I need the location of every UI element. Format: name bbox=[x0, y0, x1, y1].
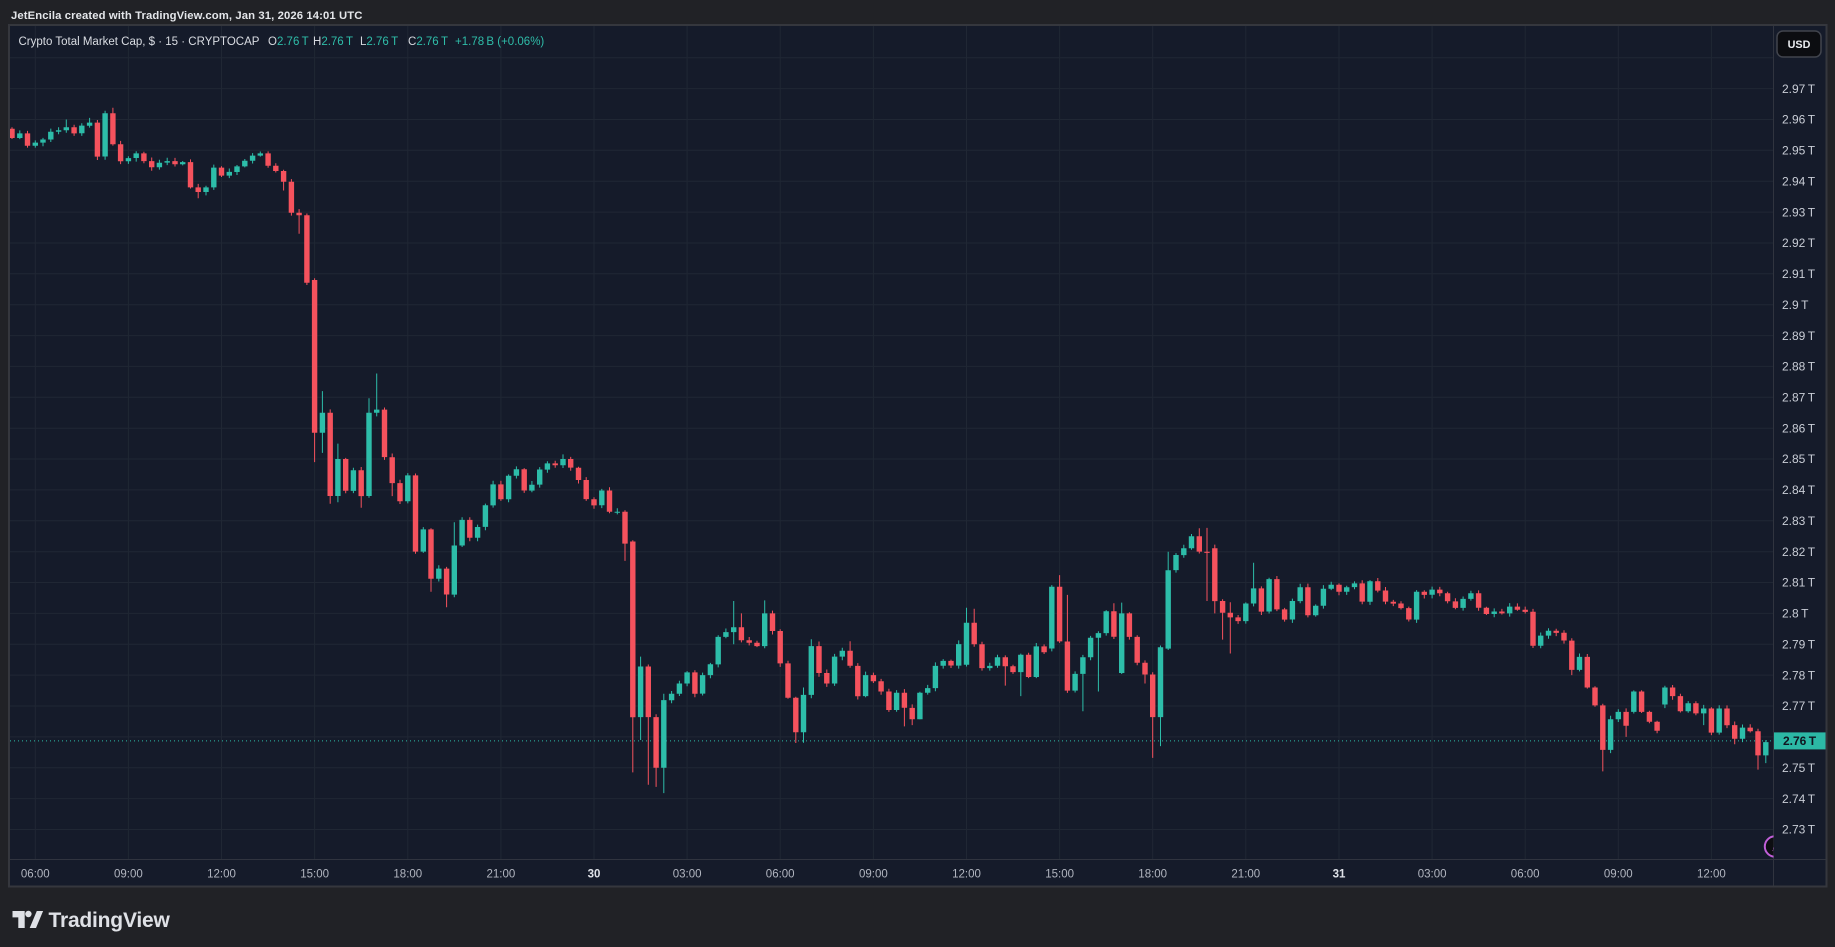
svg-text:JetEncila created with Trading: JetEncila created with TradingView.com, … bbox=[11, 10, 363, 22]
svg-text:09:00: 09:00 bbox=[114, 869, 143, 881]
svg-text:2.77 T: 2.77 T bbox=[1782, 699, 1816, 713]
svg-text:06:00: 06:00 bbox=[21, 869, 50, 881]
svg-text:06:00: 06:00 bbox=[766, 869, 795, 881]
svg-text:2.79 T: 2.79 T bbox=[1782, 638, 1816, 652]
svg-text:03:00: 03:00 bbox=[673, 869, 702, 881]
svg-text:15:00: 15:00 bbox=[1045, 869, 1074, 881]
svg-text:31: 31 bbox=[1333, 869, 1346, 881]
svg-text:2.91 T: 2.91 T bbox=[1782, 267, 1816, 281]
svg-text:2.87 T: 2.87 T bbox=[1782, 391, 1816, 405]
svg-text:2.89 T: 2.89 T bbox=[1782, 329, 1816, 343]
svg-text:21:00: 21:00 bbox=[487, 869, 516, 881]
svg-text:12:00: 12:00 bbox=[1697, 869, 1726, 881]
svg-text:30: 30 bbox=[588, 869, 601, 881]
svg-text:2.88 T: 2.88 T bbox=[1782, 360, 1816, 374]
svg-text:2.94 T: 2.94 T bbox=[1782, 174, 1816, 188]
svg-text:18:00: 18:00 bbox=[1138, 869, 1167, 881]
svg-text:09:00: 09:00 bbox=[1604, 869, 1633, 881]
svg-text:2.73 T: 2.73 T bbox=[1782, 823, 1816, 837]
svg-text:2.82 T: 2.82 T bbox=[1782, 545, 1816, 559]
svg-text:03:00: 03:00 bbox=[1418, 869, 1447, 881]
svg-text:2.9 T: 2.9 T bbox=[1782, 298, 1809, 312]
svg-text:USD: USD bbox=[1788, 39, 1811, 51]
svg-text:09:00: 09:00 bbox=[859, 869, 888, 881]
svg-text:⌕: ⌕ bbox=[1772, 843, 1778, 854]
svg-text:18:00: 18:00 bbox=[393, 869, 422, 881]
svg-text:2.92 T: 2.92 T bbox=[1782, 236, 1816, 250]
svg-text:2.75 T: 2.75 T bbox=[1782, 761, 1816, 775]
svg-text:2.95 T: 2.95 T bbox=[1782, 144, 1816, 158]
svg-text:2.93 T: 2.93 T bbox=[1782, 205, 1816, 219]
svg-text:2.86 T: 2.86 T bbox=[1782, 421, 1816, 435]
svg-text:Crypto Total Market Cap, $ · 1: Crypto Total Market Cap, $ · 15 · CRYPTO… bbox=[19, 36, 545, 48]
svg-text:06:00: 06:00 bbox=[1511, 869, 1540, 881]
svg-text:TradingView: TradingView bbox=[49, 909, 171, 932]
svg-text:2.8 T: 2.8 T bbox=[1782, 607, 1809, 621]
svg-text:2.76 T: 2.76 T bbox=[1783, 734, 1817, 748]
svg-text:12:00: 12:00 bbox=[207, 869, 236, 881]
svg-text:21:00: 21:00 bbox=[1231, 869, 1260, 881]
svg-text:2.97 T: 2.97 T bbox=[1782, 82, 1816, 96]
svg-text:2.85 T: 2.85 T bbox=[1782, 452, 1816, 466]
svg-text:2.84 T: 2.84 T bbox=[1782, 483, 1816, 497]
svg-text:2.81 T: 2.81 T bbox=[1782, 576, 1816, 590]
svg-text:15:00: 15:00 bbox=[300, 869, 329, 881]
svg-text:2.96 T: 2.96 T bbox=[1782, 113, 1816, 127]
svg-text:2.78 T: 2.78 T bbox=[1782, 668, 1816, 682]
svg-text:2.74 T: 2.74 T bbox=[1782, 792, 1816, 806]
svg-text:2.83 T: 2.83 T bbox=[1782, 514, 1816, 528]
svg-text:12:00: 12:00 bbox=[952, 869, 981, 881]
